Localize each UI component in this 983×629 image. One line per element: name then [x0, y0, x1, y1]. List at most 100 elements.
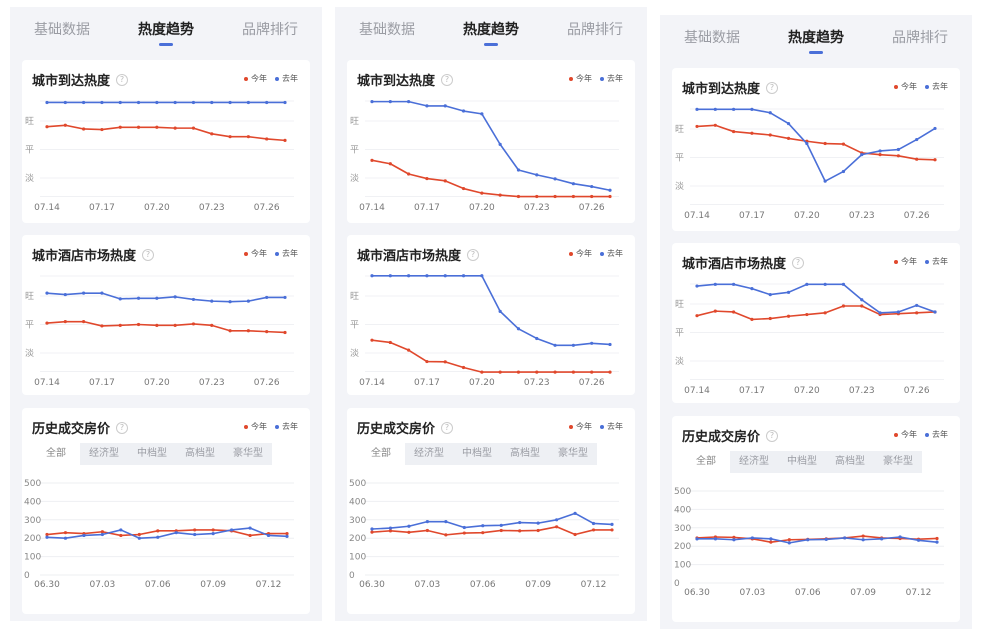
x-tick-label: 07.17	[739, 386, 765, 396]
legend: 今年 去年	[894, 256, 948, 267]
tab-2[interactable]: 品牌排行	[892, 30, 948, 46]
segment-option[interactable]: 高档型	[835, 456, 865, 467]
segment-option[interactable]: 中档型	[137, 448, 167, 459]
segment-option[interactable]: 中档型	[787, 456, 817, 467]
segment-option[interactable]: 经济型	[739, 456, 769, 467]
x-tick-label: 07.20	[144, 378, 170, 388]
segment-option[interactable]: 豪华型	[883, 456, 913, 467]
tab-bar: 基础数据 热度趋势 品牌排行	[660, 27, 972, 54]
legend-item-last_year[interactable]: 去年	[925, 429, 948, 440]
legend-label: 去年	[607, 74, 623, 83]
data-point	[228, 329, 232, 333]
tab-2[interactable]: 品牌排行	[567, 22, 623, 38]
help-icon[interactable]: ?	[441, 73, 454, 86]
data-point	[173, 100, 177, 105]
data-point	[571, 343, 575, 347]
y-level-label: 平	[675, 328, 684, 339]
x-tick-label: 07.14	[359, 378, 385, 388]
data-point	[248, 533, 252, 538]
data-point	[136, 322, 141, 327]
y-level-label: 平	[350, 320, 359, 331]
legend: 今年 去年	[894, 429, 948, 440]
data-point	[768, 111, 772, 115]
segment-option[interactable]: 经济型	[89, 448, 119, 459]
data-point	[228, 300, 232, 304]
legend-item-last_year[interactable]: 去年	[275, 248, 298, 259]
data-point	[388, 162, 392, 166]
legend-item-this_year[interactable]: 今年	[894, 81, 917, 92]
segment-option[interactable]: 中档型	[462, 448, 492, 459]
segment-option[interactable]: 高档型	[510, 448, 540, 459]
help-icon[interactable]: ?	[792, 256, 805, 269]
legend-item-this_year[interactable]: 今年	[244, 248, 267, 259]
legend-item-last_year[interactable]: 去年	[600, 73, 623, 84]
help-icon[interactable]: ?	[766, 81, 779, 94]
tab-1[interactable]: 热度趋势	[463, 19, 519, 46]
help-icon[interactable]: ?	[116, 73, 129, 86]
line-chart: 淡 平 旺 07.14 07.17 07.20 07.23 07.26	[350, 274, 619, 388]
data-point	[786, 314, 791, 318]
x-tick-label: 07.20	[794, 386, 820, 396]
data-point	[935, 540, 939, 544]
legend-item-this_year[interactable]: 今年	[569, 73, 592, 84]
tab-0[interactable]: 基础数据	[34, 22, 90, 38]
tab-2[interactable]: 品牌排行	[242, 22, 298, 38]
data-point	[768, 133, 772, 137]
legend-item-last_year[interactable]: 去年	[275, 421, 298, 432]
series-line-this-year	[46, 320, 286, 334]
segment-option[interactable]: 全部	[357, 443, 405, 465]
legend-label: 今年	[901, 82, 917, 91]
legend-item-this_year[interactable]: 今年	[244, 421, 267, 432]
data-point	[896, 147, 900, 152]
segment-option[interactable]: 高档型	[185, 448, 215, 459]
segment-option[interactable]: 豪华型	[558, 448, 588, 459]
legend-label: 去年	[607, 422, 623, 431]
x-tick-label: 07.23	[524, 203, 550, 213]
data-point	[462, 531, 466, 535]
y-level-label: 平	[25, 320, 34, 331]
help-icon[interactable]: ?	[766, 429, 779, 442]
series-line-last-year	[696, 283, 936, 314]
segment-option[interactable]: 全部	[682, 451, 730, 473]
data-point	[155, 125, 159, 129]
legend-item-last_year[interactable]: 去年	[275, 73, 298, 84]
y-tick-label: 100	[24, 553, 41, 563]
data-point	[407, 348, 411, 352]
legend-item-this_year[interactable]: 今年	[244, 73, 267, 84]
tab-1[interactable]: 热度趋势	[788, 27, 844, 54]
data-point	[695, 537, 699, 541]
data-point	[211, 528, 215, 532]
data-point	[861, 538, 865, 542]
legend-item-this_year[interactable]: 今年	[894, 256, 917, 267]
data-point	[407, 172, 411, 176]
data-point	[915, 311, 919, 315]
data-point	[535, 370, 539, 374]
legend-item-last_year[interactable]: 去年	[600, 248, 623, 259]
data-point	[843, 536, 847, 540]
help-icon[interactable]: ?	[142, 248, 155, 261]
chart-card: 城市酒店市场热度? 今年 去年淡 平 旺 07.14 07.17 07.20 07.23 07.2…	[347, 235, 635, 395]
tab-1[interactable]: 热度趋势	[138, 19, 194, 46]
data-point	[750, 107, 754, 111]
legend-item-last_year[interactable]: 去年	[600, 421, 623, 432]
help-icon[interactable]: ?	[467, 248, 480, 261]
data-point	[571, 370, 575, 374]
legend-item-last_year[interactable]: 去年	[925, 81, 948, 92]
legend-item-last_year[interactable]: 去年	[925, 256, 948, 267]
segment-option[interactable]: 豪华型	[233, 448, 263, 459]
legend-item-this_year[interactable]: 今年	[894, 429, 917, 440]
tab-0[interactable]: 基础数据	[684, 30, 740, 46]
segment-option[interactable]: 全部	[32, 443, 80, 465]
data-point	[535, 173, 539, 177]
legend-item-this_year[interactable]: 今年	[569, 421, 592, 432]
legend-label: 去年	[932, 257, 948, 266]
segment-option[interactable]: 经济型	[414, 448, 444, 459]
tab-0[interactable]: 基础数据	[359, 22, 415, 38]
help-icon[interactable]: ?	[441, 421, 454, 434]
data-point	[136, 125, 141, 129]
y-level-label: 淡	[675, 356, 684, 367]
legend-item-this_year[interactable]: 今年	[569, 248, 592, 259]
data-point	[425, 359, 429, 364]
help-icon[interactable]: ?	[116, 421, 129, 434]
legend-label: 今年	[576, 422, 592, 431]
